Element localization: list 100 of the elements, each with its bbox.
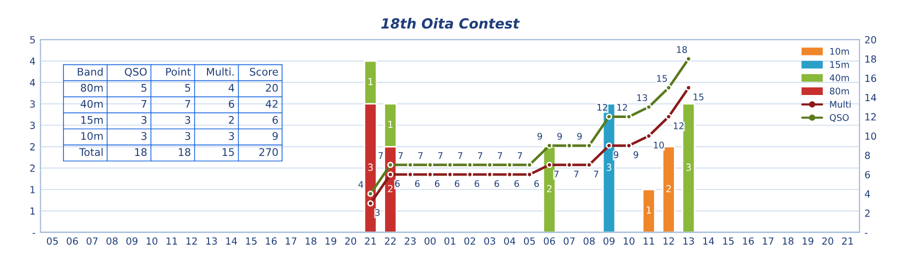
x-tick-label: 15 — [723, 237, 734, 245]
data-label: 7 — [458, 152, 462, 159]
annotation: 4 — [228, 84, 234, 92]
annotation: 15 — [222, 148, 234, 156]
y2-tick-label: 18 — [865, 55, 876, 63]
chart-title: 18th Oita Contest — [381, 18, 520, 29]
x-tick-label: 20 — [822, 237, 834, 245]
annotation: 3 — [141, 116, 146, 124]
annotation: Multi. — [207, 68, 234, 76]
data-label: 6 — [494, 180, 500, 188]
point — [387, 171, 394, 178]
annotation: 3 — [185, 132, 190, 140]
y2-tick-label: 14 — [865, 94, 876, 102]
data-label: 7 — [518, 152, 522, 159]
legend-label: Multi — [830, 100, 851, 108]
x-tick-label: 03 — [484, 237, 496, 245]
data-label: 18 — [677, 46, 687, 53]
x-tick-label: 07 — [564, 237, 575, 245]
annotation: 15m — [81, 116, 103, 124]
x-tick-label: 22 — [384, 237, 396, 245]
annotation: 5 — [141, 84, 146, 92]
annotation: 40m — [80, 100, 103, 108]
point — [666, 84, 672, 91]
x-tick-label: 16 — [743, 237, 754, 245]
x-tick-label: 13 — [683, 237, 694, 245]
data-label: 9 — [614, 151, 618, 158]
data-label: 6 — [395, 180, 400, 188]
legend-label: 10m — [830, 48, 849, 55]
data-label: 9 — [557, 132, 562, 140]
point — [606, 142, 612, 149]
data-label: 7 — [478, 152, 482, 159]
x-tick-label: 17 — [286, 237, 296, 245]
y-tick-label: 2 — [30, 164, 35, 172]
annotation: 18 — [178, 148, 190, 156]
y2-tick-label: 16 — [865, 74, 876, 82]
x-tick-label: 12 — [186, 237, 197, 245]
x-tick-label: 21 — [842, 237, 853, 245]
data-label: 6 — [454, 180, 460, 188]
data-label: 12 — [617, 104, 627, 111]
x-tick-label: 12 — [664, 237, 674, 245]
y-tick-label: 5 — [30, 36, 35, 44]
legend-label: 40m — [830, 74, 849, 82]
x-tick-label: 00 — [424, 237, 436, 245]
x-tick-label: 09 — [126, 237, 138, 245]
x-tick-label: 10 — [146, 237, 158, 245]
point — [526, 162, 533, 168]
data-label: 7 — [574, 170, 578, 178]
data-label: 9 — [577, 132, 582, 140]
legend-label: 80m — [830, 88, 849, 94]
y2-tick-label: 2 — [865, 210, 870, 217]
x-tick-label: 15 — [246, 237, 257, 245]
annotation: 2 — [228, 116, 234, 124]
annotation: 7 — [142, 100, 146, 108]
annotation: Total — [79, 148, 103, 156]
annotation: 270 — [259, 148, 278, 156]
legend-label: QSO — [830, 114, 849, 122]
point — [546, 162, 553, 168]
x-tick-label: 05 — [524, 237, 535, 245]
data-label: 12 — [598, 104, 608, 111]
annotation: 5 — [185, 84, 190, 92]
y-tick-label: - — [32, 232, 36, 234]
annotation: Point — [166, 68, 191, 76]
data-label: 6 — [415, 180, 420, 188]
y-tick-label: 3 — [30, 122, 35, 130]
bar — [542, 146, 556, 232]
data-label: 6 — [434, 180, 440, 188]
x-tick-label: 19 — [802, 237, 814, 245]
x-tick-label: 23 — [404, 237, 416, 245]
y2-tick-label: 20 — [865, 36, 876, 44]
data-label: 10 — [654, 142, 664, 149]
data-label: 3 — [606, 164, 612, 171]
annotation: 80m — [80, 84, 103, 92]
data-label: 3 — [368, 164, 373, 171]
annotation: 10m — [81, 132, 103, 140]
y-tick-label: 3 — [30, 100, 35, 108]
annotation: 3 — [228, 132, 234, 140]
y-tick-label: 4 — [30, 58, 36, 65]
data-label: 12 — [674, 122, 684, 130]
annotation: 18 — [135, 148, 147, 156]
y-tick-label: 1 — [30, 208, 35, 215]
annotation: 7 — [185, 100, 190, 108]
data-label: 4 — [358, 181, 364, 188]
data-label: 1 — [646, 206, 651, 214]
annotation: Band — [78, 68, 103, 76]
data-label: 7 — [594, 170, 598, 178]
x-tick-label: 13 — [206, 237, 217, 245]
x-tick-label: 06 — [544, 237, 555, 245]
y2-tick-label: 8 — [865, 152, 870, 160]
x-tick-label: 04 — [504, 237, 516, 245]
x-tick-label: 20 — [345, 237, 356, 245]
x-tick-label: 17 — [762, 237, 774, 245]
y-tick-label: 2 — [30, 143, 35, 150]
x-tick-label: 06 — [66, 237, 78, 245]
y2-tick-label: 4 — [864, 190, 870, 198]
annotation: 20 — [266, 84, 278, 92]
y2-tick-label: 12 — [865, 113, 876, 120]
x-tick-label: 01 — [444, 237, 456, 245]
data-label: 3 — [686, 164, 691, 171]
annotation: 3 — [185, 116, 190, 124]
point — [646, 104, 652, 110]
